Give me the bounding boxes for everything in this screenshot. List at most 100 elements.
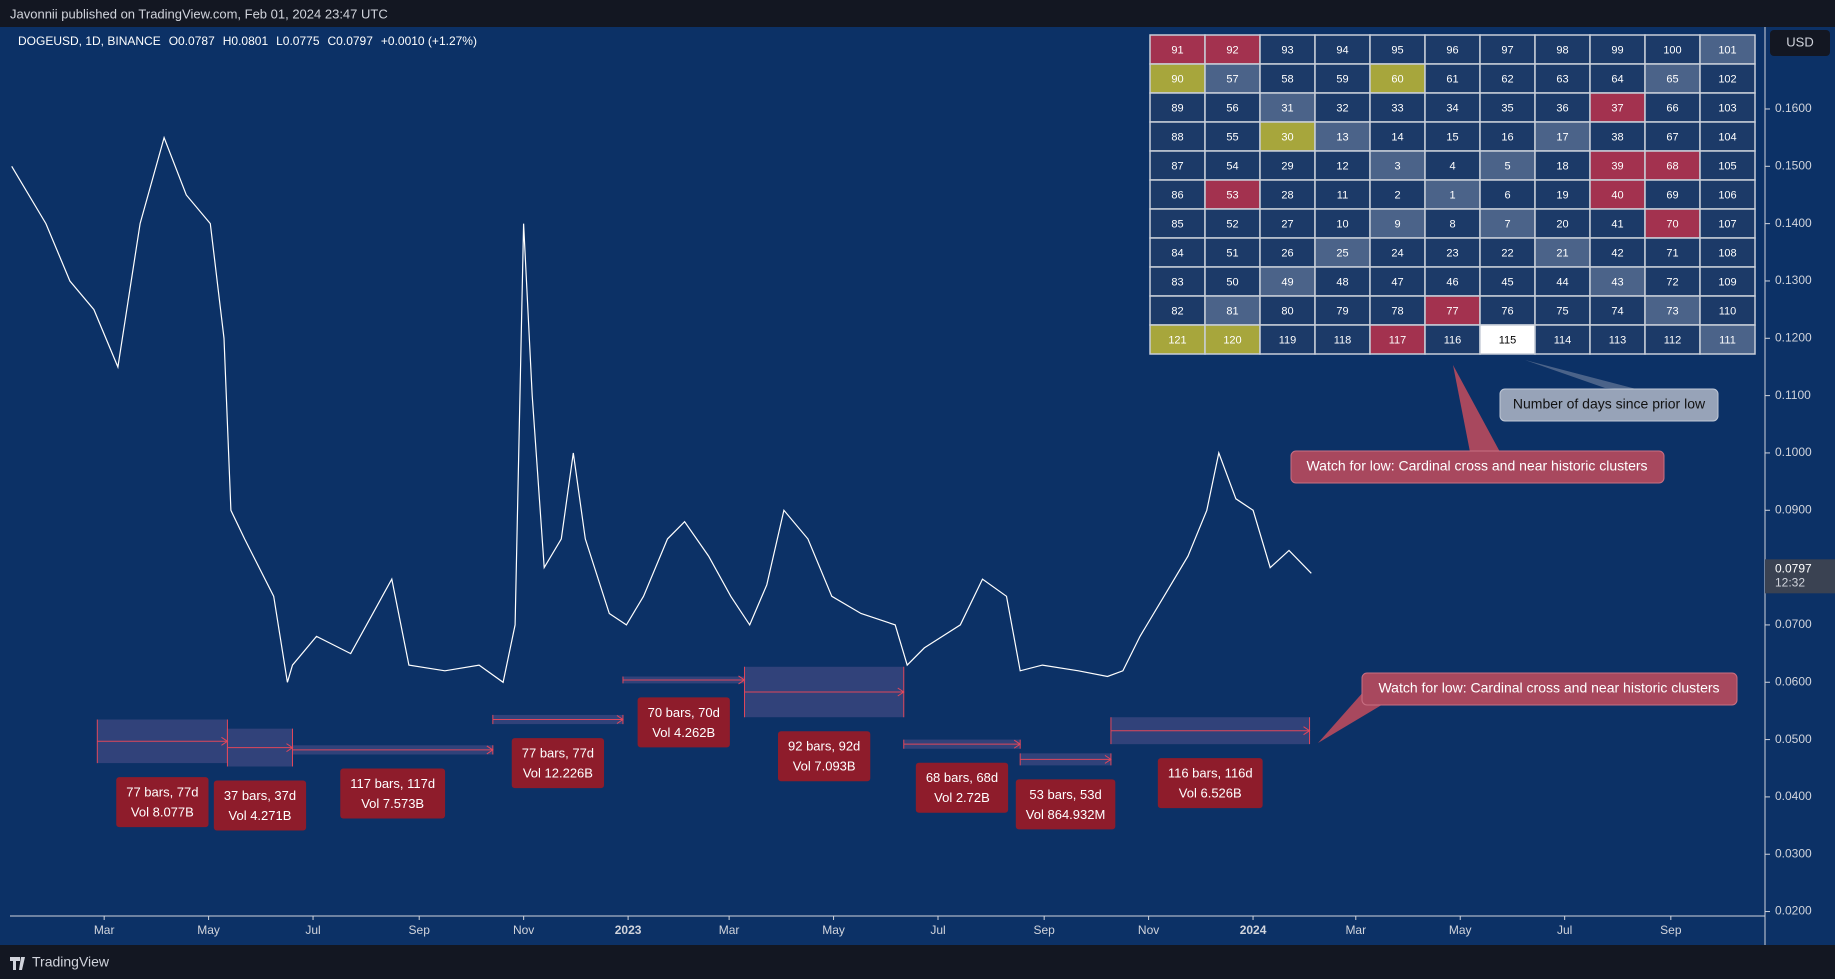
range-label-box — [511, 738, 605, 789]
table-cell-text: 67 — [1666, 131, 1678, 143]
range-label: 68 bars, 68d — [926, 770, 998, 785]
table-cell-text: 25 — [1336, 247, 1348, 259]
table-cell-text: 55 — [1226, 131, 1238, 143]
table-cell-text: 39 — [1611, 160, 1623, 172]
price-line — [11, 135, 1312, 684]
table-cell — [1699, 92, 1756, 123]
table-cell-text: 32 — [1336, 102, 1348, 114]
table-cell-text: 108 — [1718, 247, 1736, 259]
table-cell-text: 37 — [1611, 102, 1623, 114]
y-tick-label: 0.1000 — [1775, 445, 1812, 459]
table-cell-text: 14 — [1391, 131, 1403, 143]
table-cell — [1644, 266, 1701, 297]
table-cell-text: 33 — [1391, 102, 1403, 114]
x-tick-label: Jul — [305, 923, 320, 937]
table-cell — [1314, 121, 1371, 152]
callout-text: Number of days since prior low — [1513, 396, 1706, 412]
table-cell-text: 107 — [1718, 218, 1736, 230]
range-label: Vol 4.271B — [229, 808, 292, 823]
table-cell-text: 45 — [1501, 276, 1513, 288]
table-cell — [1589, 150, 1646, 181]
table-cell — [1424, 34, 1481, 65]
table-cell-text: 65 — [1666, 73, 1678, 85]
table-cell — [1644, 179, 1701, 210]
range-arrowhead — [492, 714, 624, 725]
table-cell-text: 80 — [1281, 305, 1293, 317]
table-cell-text: 47 — [1391, 276, 1403, 288]
range-label-box — [778, 731, 871, 782]
table-cell-text: 71 — [1666, 247, 1678, 259]
table-cell-text: 74 — [1611, 305, 1623, 317]
table-cell — [1699, 266, 1756, 297]
callout-text: Watch for low: Cardinal cross and near h… — [1306, 458, 1647, 474]
callout-pointer — [1525, 360, 1640, 390]
y-tick-label: 0.0200 — [1775, 904, 1812, 918]
table-cell-text: 112 — [1664, 334, 1682, 346]
table-cell-text: 85 — [1171, 218, 1183, 230]
table-cell-text: 88 — [1171, 131, 1183, 143]
range-label-box — [340, 768, 446, 819]
table-cell-text: 117 — [1389, 334, 1407, 346]
table-cell-text: 41 — [1611, 218, 1623, 230]
table-cell — [1314, 63, 1371, 94]
table-cell-text: 89 — [1171, 102, 1183, 114]
x-tick-label: Mar — [719, 923, 740, 937]
legend-item: L0.0775 — [276, 34, 320, 48]
x-tick-label: Mar — [1345, 923, 1366, 937]
table-cell — [1204, 63, 1261, 94]
table-cell-text: 57 — [1226, 73, 1238, 85]
y-tick-label: 0.1400 — [1775, 216, 1812, 230]
x-tick-label: Nov — [1138, 923, 1159, 937]
table-cell-text: 34 — [1446, 102, 1458, 114]
table-cell-text: 53 — [1226, 189, 1238, 201]
table-cell — [1259, 237, 1316, 268]
table-cell-text: 99 — [1611, 44, 1623, 56]
table-cell-text: 63 — [1556, 73, 1568, 85]
countdown: 12:32 — [1775, 575, 1805, 589]
range-label: Vol 12.226B — [523, 766, 593, 781]
table-cell-text: 115 — [1499, 334, 1517, 346]
table-cell-text: 104 — [1718, 131, 1736, 143]
legend-item: C0.0797 — [328, 34, 374, 48]
range-label-box — [213, 780, 307, 831]
table-cell-text: 16 — [1501, 131, 1513, 143]
range-label: 116 bars, 116d — [1168, 766, 1253, 781]
table-cell — [1369, 92, 1426, 123]
table-cell — [1259, 63, 1316, 94]
x-tick-label: Jul — [930, 923, 945, 937]
table-cell — [1204, 150, 1261, 181]
range-label: Vol 864.932M — [1026, 807, 1106, 822]
table-cell-text: 68 — [1666, 160, 1678, 172]
table-cell — [1534, 179, 1591, 210]
range-arrowhead — [1110, 717, 1311, 745]
range-label: 77 bars, 77d — [522, 746, 594, 761]
table-cell-text: 49 — [1281, 276, 1293, 288]
table-cell — [1644, 237, 1701, 268]
range-arrowhead — [744, 666, 905, 718]
table-cell — [1314, 150, 1371, 181]
table-cell-text: 11 — [1337, 189, 1348, 201]
table-cell-text: 114 — [1554, 334, 1572, 346]
range-label: Vol 8.077B — [131, 805, 194, 820]
table-cell-text: 10 — [1336, 218, 1348, 230]
range-label: 92 bars, 92d — [788, 739, 860, 754]
range-label-box — [1015, 779, 1116, 830]
table-cell-text: 27 — [1281, 218, 1293, 230]
table-cell — [1534, 324, 1591, 355]
table-cell-text: 66 — [1666, 102, 1678, 114]
table-cell-text: 95 — [1391, 44, 1403, 56]
table-cell-text: 105 — [1718, 160, 1736, 172]
table-cell-text: 120 — [1223, 334, 1241, 346]
table-cell — [1589, 34, 1646, 65]
table-cell — [1149, 208, 1206, 239]
x-tick-label: May — [822, 923, 845, 937]
table-cell — [1369, 179, 1426, 210]
currency-button[interactable] — [1770, 30, 1830, 56]
legend-item: O0.0787 — [169, 34, 215, 48]
range-arrowhead — [292, 745, 494, 755]
table-cell — [1699, 121, 1756, 152]
table-cell-text: 91 — [1171, 44, 1183, 56]
table-cell-text: 111 — [1719, 334, 1736, 346]
